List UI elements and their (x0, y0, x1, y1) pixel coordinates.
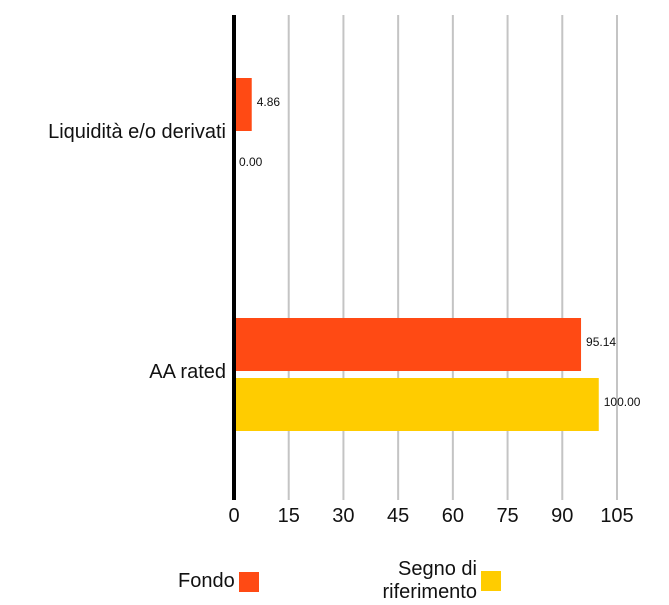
x-tick-label-30: 30 (332, 505, 354, 527)
data-label-0-0: 4.86 (257, 95, 281, 109)
bar-chart: 0 15 30 45 60 75 90 105 Liquidità e/o derivati 4.… (48, 15, 641, 527)
x-tick-label-90: 90 (551, 505, 573, 527)
x-tick-label-105: 105 (600, 505, 633, 527)
bar-0-0 (234, 78, 252, 131)
x-tick-label-45: 45 (387, 505, 409, 527)
x-tick-label-75: 75 (496, 505, 518, 527)
legend-swatch-segno-di-riferimento (481, 571, 501, 591)
data-label-1-0: 0.00 (239, 155, 263, 169)
data-label-0-1: 95.14 (586, 335, 616, 349)
legend-label-line-2: riferimento (382, 581, 477, 603)
category-label-0: Liquidità e/o derivati (48, 121, 226, 143)
legend-item-segno-di-riferimento: Segno di riferimento (381, 558, 501, 604)
x-tick-label-0: 0 (228, 505, 239, 527)
legend-label-fondo: Fondo (178, 570, 235, 592)
legend-label-line-1: Segno di (398, 558, 477, 580)
bar-0-1 (234, 318, 582, 371)
x-tick-label-60: 60 (442, 505, 464, 527)
legend-item-fondo: Fondo (178, 570, 259, 593)
bar-1-1 (234, 378, 599, 431)
x-tick-label-15: 15 (278, 505, 300, 527)
legend-swatch-fondo (238, 571, 259, 592)
legend-label-segno-di-riferimento: Segno di riferimento (381, 558, 477, 604)
data-label-1-1: 100.00 (604, 395, 641, 409)
category-label-1: AA rated (149, 361, 226, 383)
